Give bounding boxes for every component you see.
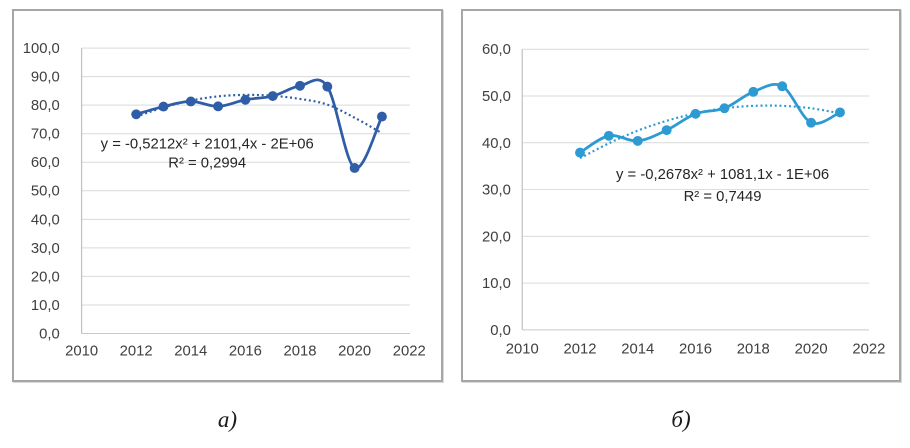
equation-text: y = -0,2678x² + 1081,1x - 1E+06 xyxy=(616,167,829,183)
x-axis-labels: 2010 2012 2014 2016 2018 2020 2022 xyxy=(506,341,886,357)
y-tick-label: 60,0 xyxy=(31,155,60,171)
y-tick-label: 50,0 xyxy=(482,89,511,105)
data-point-marker xyxy=(777,81,788,92)
equation-text: y = -0,5212x² + 2101,4x - 2E+06 xyxy=(101,137,314,153)
y-tick-label: 60,0 xyxy=(482,42,511,58)
data-point-marker xyxy=(349,163,360,173)
equation-label: y = -0,5212x² + 2101,4x - 2E+06 R² = 0,29… xyxy=(101,137,314,172)
data-point-marker xyxy=(376,111,387,122)
trend-line xyxy=(579,104,841,160)
chart-a-canvas: 0,0 10,0 20,0 30,0 40,0 50,0 60,0 70,0 80,0 90,0 1… xyxy=(23,41,426,359)
x-tick-label: 2022 xyxy=(852,341,885,357)
x-tick-label: 2010 xyxy=(506,341,539,357)
y-tick-label: 80,0 xyxy=(31,98,60,114)
data-point-marker xyxy=(806,117,817,128)
y-tick-label: 30,0 xyxy=(31,241,60,257)
data-point-marker xyxy=(748,86,759,97)
x-tick-label: 2012 xyxy=(120,343,153,359)
data-series-line xyxy=(134,78,384,170)
y-axis-labels: 0,0 10,0 20,0 30,0 40,0 50,0 60,0 xyxy=(482,42,511,339)
chart-panel-a: 0,0 10,0 20,0 30,0 40,0 50,0 60,0 70,0 80,0 90,0 1… xyxy=(12,9,443,382)
y-tick-label: 50,0 xyxy=(31,184,60,200)
x-tick-label: 2014 xyxy=(621,341,654,357)
x-tick-label: 2010 xyxy=(65,343,98,359)
r-squared-text: R² = 0,7449 xyxy=(684,189,762,205)
data-point-marker xyxy=(240,94,251,105)
caption-b: б) xyxy=(671,407,691,432)
chart-panel-b: 0,0 10,0 20,0 30,0 40,0 50,0 60,0 2010 2012 2014 2… xyxy=(461,9,901,382)
equation-label: y = -0,2678x² + 1081,1x - 1E+06 R² = 0,74… xyxy=(616,167,829,205)
y-tick-label: 10,0 xyxy=(31,298,60,314)
x-tick-label: 2020 xyxy=(795,341,828,357)
data-point-marker xyxy=(719,103,730,114)
data-markers xyxy=(131,80,387,173)
gridlines xyxy=(81,47,411,334)
data-point-marker xyxy=(213,101,224,112)
x-tick-label: 2018 xyxy=(284,343,317,359)
r-squared-text: R² = 0,2994 xyxy=(168,155,246,171)
data-point-marker xyxy=(322,81,333,92)
data-point-marker xyxy=(632,135,643,146)
y-tick-label: 40,0 xyxy=(482,136,511,152)
data-point-marker xyxy=(835,107,845,118)
y-tick-label: 70,0 xyxy=(31,127,60,143)
y-tick-label: 0,0 xyxy=(39,326,60,342)
data-point-marker xyxy=(185,96,196,107)
data-markers xyxy=(575,81,845,158)
y-tick-label: 30,0 xyxy=(482,183,511,199)
x-tick-label: 2012 xyxy=(563,341,596,357)
y-tick-label: 90,0 xyxy=(31,70,60,86)
data-point-marker xyxy=(690,108,701,119)
y-tick-label: 40,0 xyxy=(31,212,60,228)
y-tick-label: 10,0 xyxy=(482,276,511,292)
caption-a: а) xyxy=(217,407,238,432)
y-tick-label: 100,0 xyxy=(23,41,60,57)
y-tick-label: 0,0 xyxy=(490,323,511,339)
gridlines xyxy=(522,48,869,331)
data-point-marker xyxy=(575,147,585,158)
x-tick-label: 2020 xyxy=(338,343,371,359)
x-tick-label: 2014 xyxy=(174,343,207,359)
x-tick-label: 2016 xyxy=(679,341,712,357)
x-tick-label: 2022 xyxy=(393,343,426,359)
y-tick-label: 20,0 xyxy=(31,269,60,285)
x-axis-labels: 2010 2012 2014 2016 2018 2020 2022 xyxy=(65,343,426,359)
x-tick-label: 2018 xyxy=(737,341,770,357)
data-point-marker xyxy=(295,80,305,91)
data-point-marker xyxy=(267,91,278,101)
data-point-marker xyxy=(131,109,142,120)
data-point-marker xyxy=(661,125,672,136)
y-axis-labels: 0,0 10,0 20,0 30,0 40,0 50,0 60,0 70,0 80,0 90,0 1… xyxy=(23,41,60,342)
trend-line xyxy=(135,93,383,135)
data-point-marker xyxy=(603,130,614,141)
x-tick-label: 2016 xyxy=(229,343,262,359)
data-point-marker xyxy=(158,101,169,112)
y-tick-label: 20,0 xyxy=(482,229,511,245)
